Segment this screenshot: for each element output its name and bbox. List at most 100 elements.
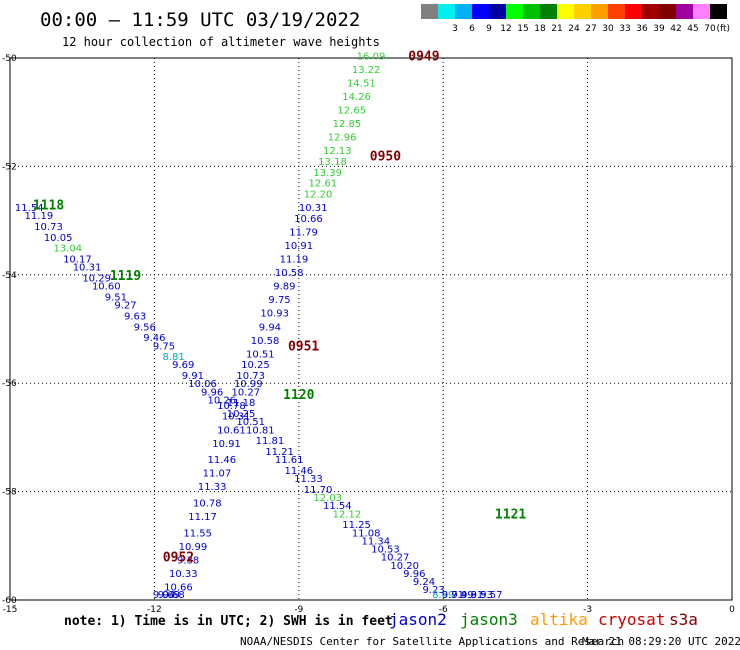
y-tick-label: -56 <box>2 379 17 389</box>
legend-label: 15 <box>517 24 528 34</box>
wave-height-label: 13.18 <box>318 157 347 168</box>
wave-height-label: 9.69 <box>158 590 180 601</box>
legend-swatch <box>574 4 591 19</box>
y-tick-label: -58 <box>2 488 17 498</box>
wave-height-label: 11.55 <box>183 528 212 539</box>
wave-height-label: 11.21 <box>265 447 294 458</box>
wave-height-label: 12.61 <box>309 179 338 190</box>
wave-height-label: 9.75 <box>153 341 175 352</box>
wave-height-label: 11.34 <box>361 536 390 547</box>
wave-height-label: 9.71 <box>442 590 464 601</box>
wave-height-label: 9.63 <box>124 311 146 322</box>
legend-swatch <box>438 4 455 19</box>
wave-height-label: 10.81 <box>246 425 275 436</box>
pass-time-label: 1120 <box>283 388 314 403</box>
wave-height-tracks: 16.09 13.22 14.51 14.26 12.65 12.85 12.96 12.13… <box>15 51 503 601</box>
legend-label: 9 <box>486 24 492 34</box>
wave-height-label: 11.46 <box>207 455 236 466</box>
y-tick-label: -52 <box>2 162 17 172</box>
wave-height-label: 10.99 <box>234 379 263 390</box>
wave-height-label: 10.66 <box>294 214 323 225</box>
legend-label: 36 <box>636 24 648 34</box>
wave-height-label: 9.56 <box>134 322 156 333</box>
legend-swatch <box>642 4 659 19</box>
footer-timestamp: Mar 21 08:29:20 UTC 2022 <box>582 635 740 648</box>
wave-height-label: 9.94 <box>259 322 281 333</box>
wave-height-label: 12.85 <box>333 119 362 130</box>
legend-label: 21 <box>551 24 562 34</box>
wave-height-label: 13.04 <box>53 244 82 255</box>
wave-height-label: 11.17 <box>188 512 217 523</box>
wave-height-label: 8.69 <box>432 590 454 601</box>
wave-height-label: 14.51 <box>347 78 376 89</box>
wave-height-label: 11.70 <box>304 485 333 496</box>
y-tick-label: -50 <box>2 54 17 64</box>
legend-label: 70 <box>704 24 716 34</box>
wave-height-label: 12.20 <box>304 190 333 201</box>
wave-height-label: 12.65 <box>337 105 366 116</box>
y-tick-label: -54 <box>2 271 17 281</box>
legend-swatch <box>506 4 523 19</box>
legend-swatch <box>421 4 438 19</box>
pass-time-label: 0951 <box>288 339 319 354</box>
wave-height-label: 10.27 <box>232 387 261 398</box>
wave-height-label: 8.81 <box>163 352 185 363</box>
satellite-name: altika <box>530 610 588 629</box>
wave-height-label: 16.09 <box>357 51 386 62</box>
legend-swatch <box>693 4 710 19</box>
legend-label: 30 <box>602 24 614 34</box>
footer-note: note: 1) Time is in UTC; 2) SWH is in fe… <box>64 614 393 629</box>
pass-time-label: 1119 <box>110 269 141 284</box>
legend-swatch <box>472 4 489 19</box>
wave-height-label: 11.79 <box>289 227 318 238</box>
wave-height-label: 11.33 <box>294 474 323 485</box>
wave-height-label: 10.73 <box>34 222 63 233</box>
wave-height-label: 9.46 <box>143 333 165 344</box>
legend-swatch <box>625 4 642 19</box>
x-tick-label: -9 <box>294 605 303 615</box>
wave-height-label: 10.91 <box>212 439 241 450</box>
wave-height-label: 10.25 <box>241 360 270 371</box>
x-tick-label: 0 <box>729 605 735 615</box>
legend-swatch <box>659 4 676 19</box>
wave-height-label: 10.27 <box>381 553 410 564</box>
legend-label: 33 <box>619 24 630 34</box>
wave-height-label: 11.33 <box>198 482 227 493</box>
wave-height-label: 10.20 <box>390 561 419 572</box>
wave-height-label: 11.54 <box>323 501 352 512</box>
wave-height-label: 9.96 <box>403 569 425 580</box>
wave-height-label: 13.22 <box>352 65 381 76</box>
wave-height-label: 14.26 <box>342 92 371 103</box>
legend-swatch <box>591 4 608 19</box>
satellite-name: jason3 <box>460 610 518 629</box>
wave-height-label: 12.13 <box>323 146 352 157</box>
legend-swatch <box>540 4 557 19</box>
legend-label: 24 <box>568 24 580 34</box>
wave-height-label: 9.51 <box>105 292 127 303</box>
wave-height-label: 11.08 <box>352 528 381 539</box>
wave-height-label: 10.61 <box>217 425 246 436</box>
wave-height-label: 10.26 <box>207 395 236 406</box>
wave-height-label: 10.78 <box>193 498 222 509</box>
wave-height-label: 10.93 <box>260 309 289 320</box>
wave-height-label: 10.05 <box>44 233 73 244</box>
legend-swatch <box>523 4 540 19</box>
wave-height-label: 12.96 <box>328 133 357 144</box>
pass-time-label: 0949 <box>408 49 439 64</box>
wave-height-label: 10.25 <box>227 409 256 420</box>
wave-height-label: 9.96 <box>201 387 223 398</box>
legend-label: 39 <box>653 24 665 34</box>
wave-height-label: 10.31 <box>73 263 102 274</box>
legend-swatch <box>608 4 625 19</box>
wave-height-label: 10.58 <box>275 268 304 279</box>
legend-swatch <box>710 4 727 19</box>
wave-height-label: 12.03 <box>313 493 342 504</box>
wave-height-label: 10.58 <box>251 336 280 347</box>
wave-height-label: 11.61 <box>275 455 304 466</box>
satellite-name: s3a <box>669 610 698 629</box>
wave-height-label: 10.17 <box>63 255 92 266</box>
pass-time-labels: 0949 0950 0951 0952 1118 1119 1120 1121 <box>33 49 527 565</box>
satellite-legend: jason2 jason3 altika cryosat s3a <box>389 610 698 629</box>
